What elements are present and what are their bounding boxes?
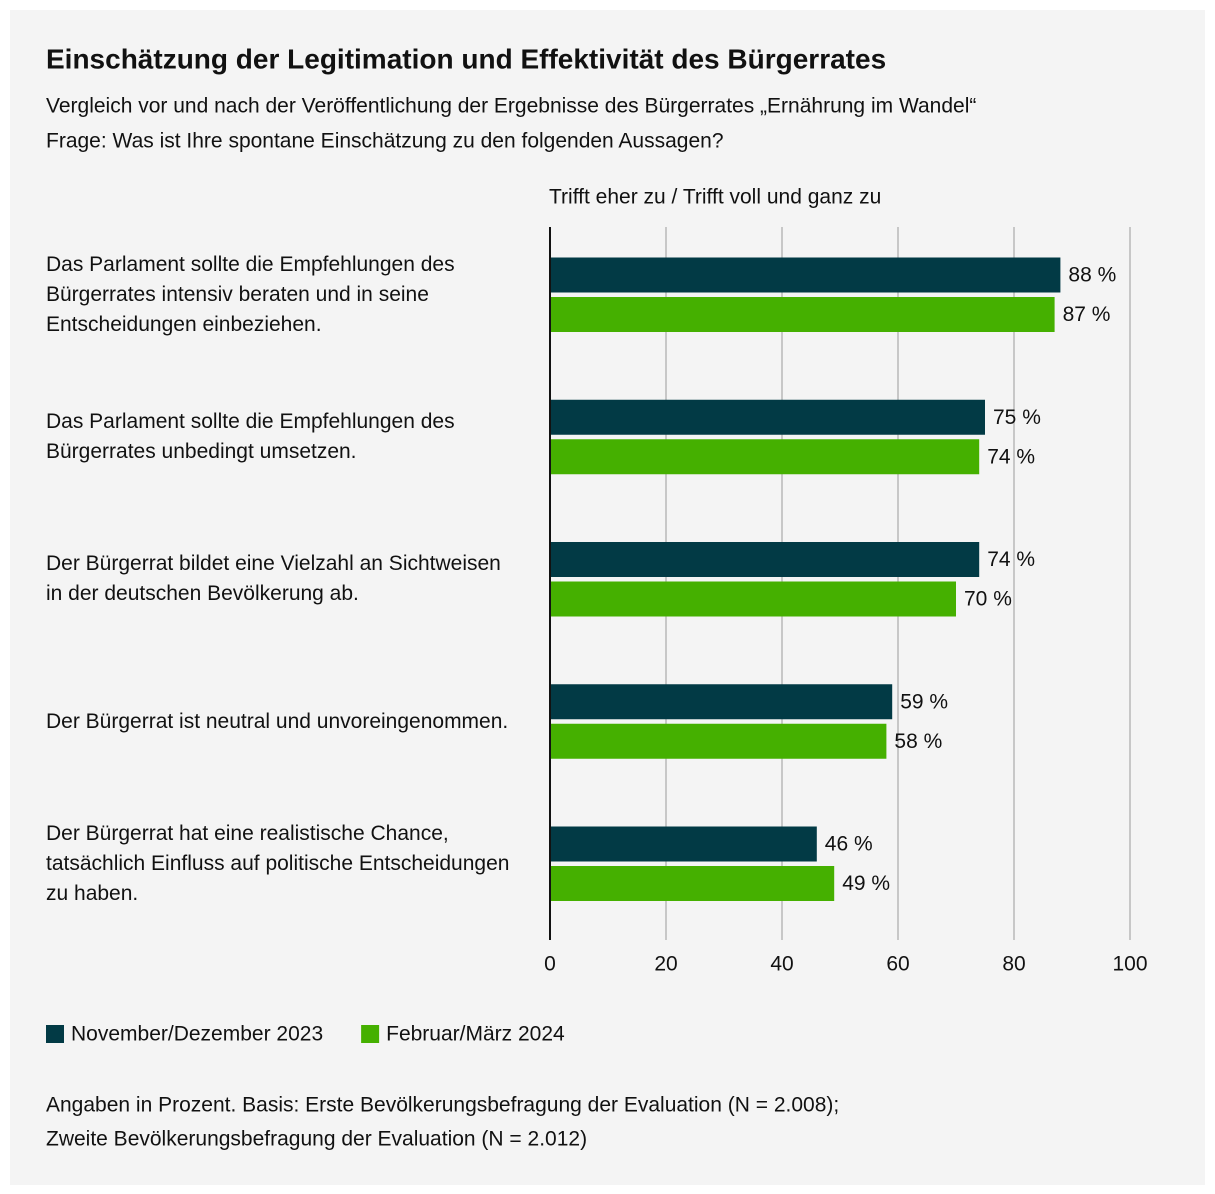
bar (550, 439, 980, 475)
bar (550, 723, 887, 759)
category-label: Der Bürgerrat bildet eine Vielzahl an Si… (46, 552, 501, 606)
x-tick-label: 40 (770, 953, 793, 976)
legend-swatch (361, 1025, 380, 1043)
chart-title: Einschätzung der Legitimation und Effekt… (46, 43, 886, 74)
x-tick-label: 80 (1002, 953, 1025, 976)
bar (550, 581, 956, 617)
category-label: Das Parlament sollte die Empfehlungen de… (46, 252, 455, 336)
x-tick-label: 60 (886, 953, 909, 976)
axis-title: Trifft eher zu / Trifft voll und ganz zu (549, 186, 881, 209)
note: Zweite Bevölkerungsbefragung der Evaluat… (46, 1128, 587, 1151)
x-tick-label: 20 (654, 953, 677, 976)
value-label: 87 % (1063, 303, 1111, 326)
subtitle: Vergleich vor und nach der Veröffentlich… (46, 95, 976, 118)
category-label: Das Parlament sollte die Empfehlungen de… (46, 410, 455, 463)
subtitle: Frage: Was ist Ihre spontane Einschätzun… (46, 130, 724, 153)
value-label: 74 % (987, 445, 1035, 468)
value-label: 49 % (842, 872, 890, 895)
x-tick-label: 0 (544, 953, 556, 976)
legend-swatch (46, 1025, 64, 1043)
legend-label: Februar/März 2024 (386, 1023, 565, 1046)
value-label: 75 % (993, 406, 1041, 429)
bar (550, 684, 893, 720)
note: Angaben in Prozent. Basis: Erste Bevölke… (46, 1094, 839, 1117)
bar (550, 399, 985, 435)
bar (550, 542, 980, 577)
category-label: Der Bürgerrat hat eine realistische Chan… (46, 821, 510, 905)
bar (550, 866, 835, 901)
value-label: 58 % (894, 730, 942, 753)
x-tick-label: 100 (1112, 953, 1147, 976)
category-label: Der Bürgerrat ist neutral und unvoreinge… (46, 709, 509, 733)
legend-label: November/Dezember 2023 (71, 1023, 323, 1046)
value-label: 59 % (900, 690, 948, 713)
bar (550, 297, 1055, 332)
value-label: 46 % (825, 833, 873, 856)
bar (550, 257, 1061, 293)
bar (550, 826, 817, 862)
value-label: 88 % (1068, 264, 1116, 287)
value-label: 70 % (964, 588, 1012, 611)
value-label: 74 % (987, 548, 1035, 571)
